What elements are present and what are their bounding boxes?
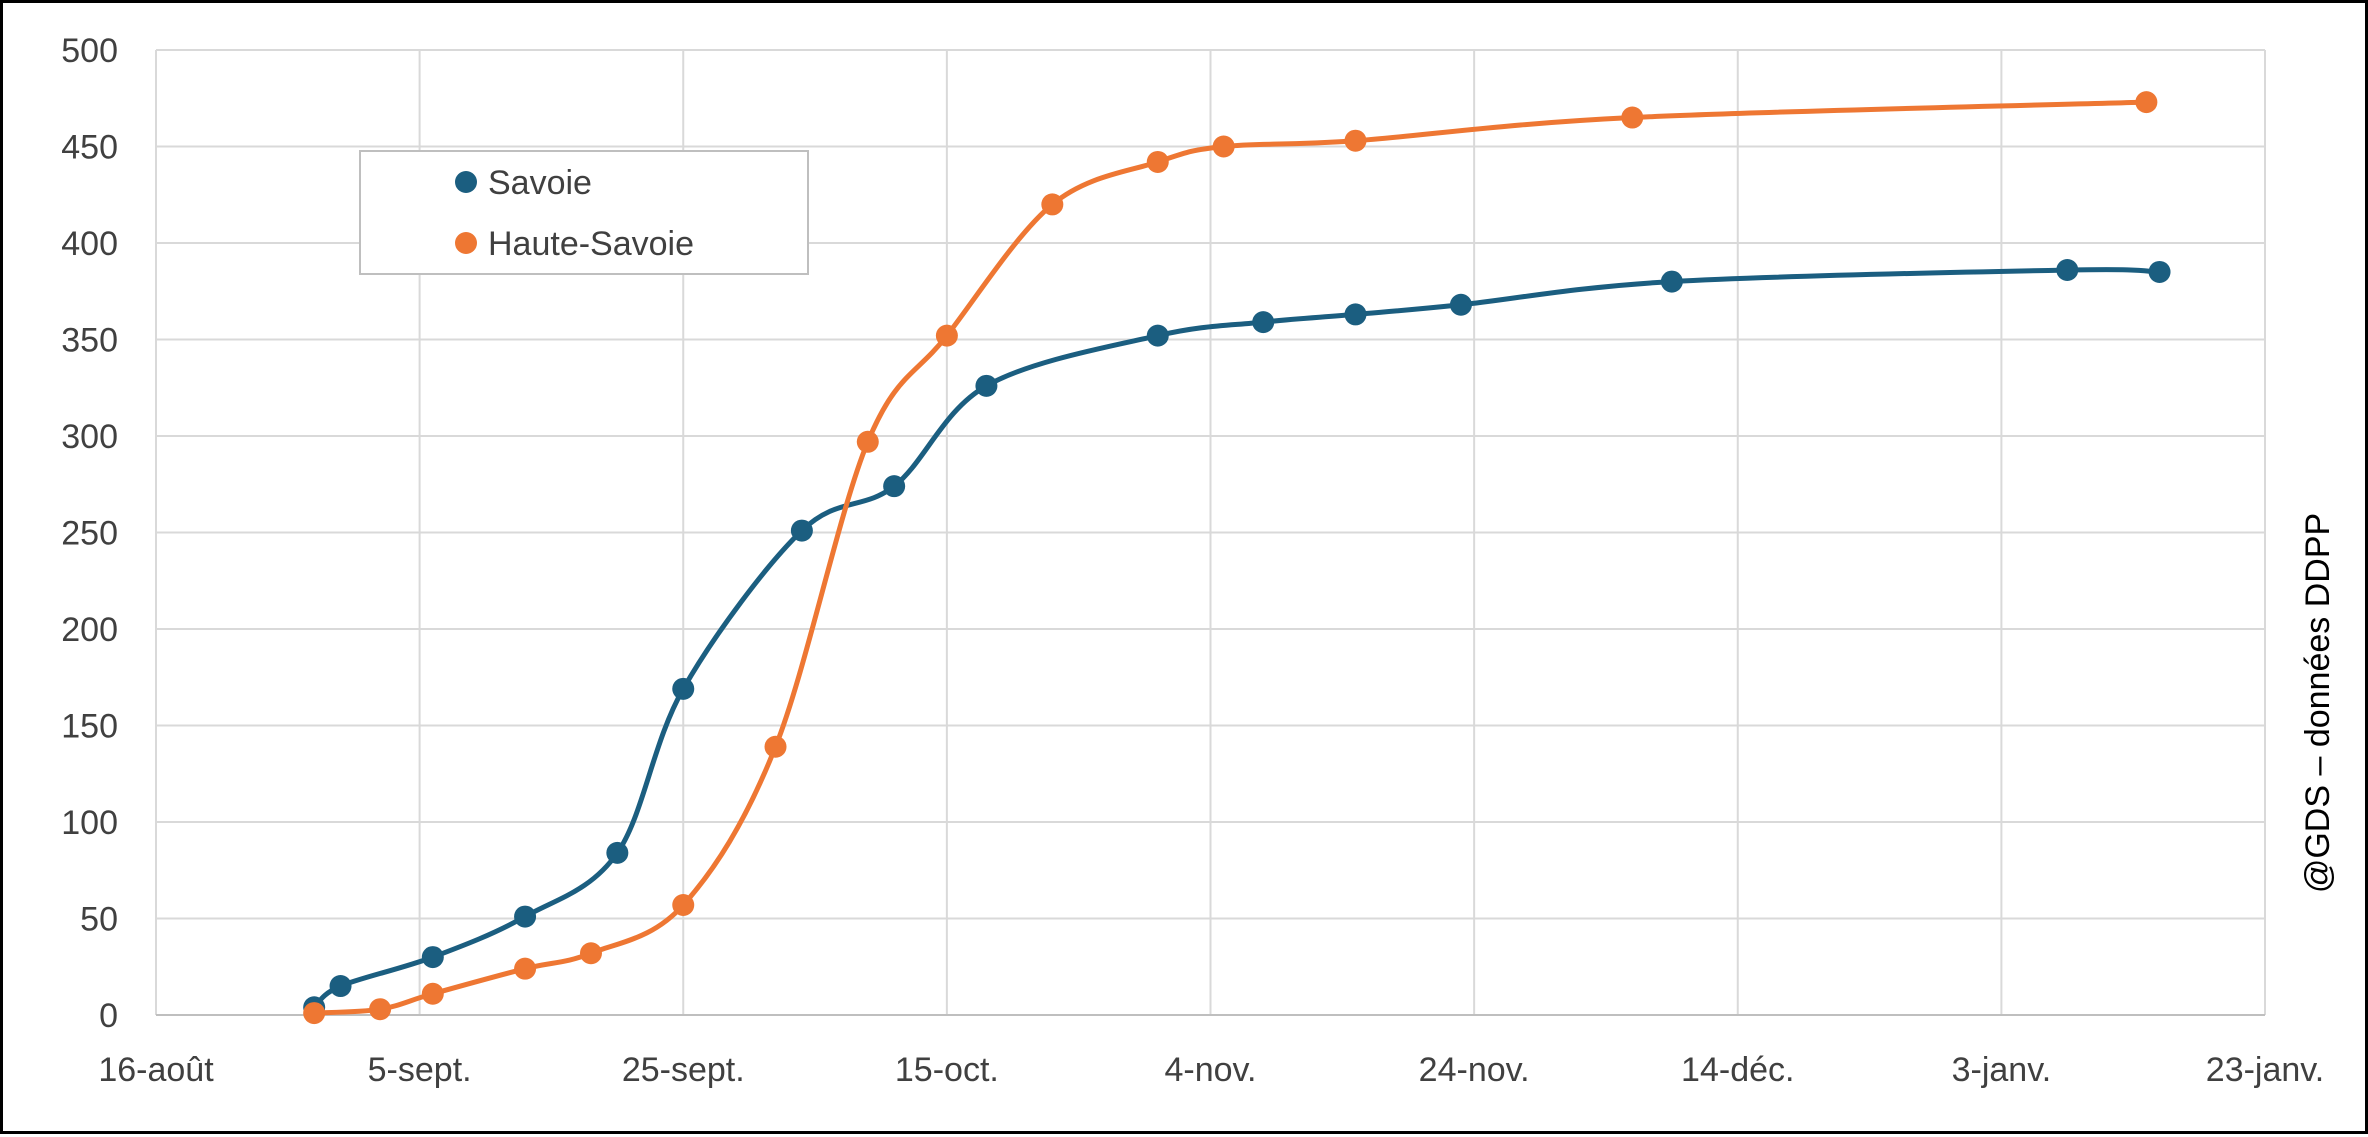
y-tick-label: 250 — [61, 515, 118, 553]
data-point-haute-savoie — [672, 893, 695, 916]
y-tick-label: 100 — [61, 804, 118, 842]
x-tick-label: 14-déc. — [1681, 1051, 1794, 1089]
y-tick-labels: 0 50 100 150 200 250 300 350 400 450 500 — [61, 32, 118, 1035]
data-point-savoie — [606, 841, 629, 864]
data-point-savoie — [2148, 260, 2171, 283]
data-point-haute-savoie — [764, 735, 787, 758]
y-tick-label: 450 — [61, 129, 118, 167]
legend: Savoie Haute-Savoie — [359, 150, 809, 275]
y-tick-label: 150 — [61, 708, 118, 746]
data-point-haute-savoie — [1621, 106, 1644, 129]
credit-label: @GDS – données DDPP — [2299, 513, 2337, 893]
y-tick-label: 200 — [61, 611, 118, 649]
legend-item-haute-savoie: Haute-Savoie — [455, 225, 694, 263]
y-tick-label: 300 — [61, 418, 118, 456]
data-point-haute-savoie — [856, 430, 879, 453]
data-point-haute-savoie — [1146, 150, 1169, 173]
data-point-savoie — [329, 975, 352, 998]
legend-marker-haute-savoie — [455, 232, 477, 254]
data-point-savoie — [672, 677, 695, 700]
data-point-savoie — [1660, 270, 1683, 293]
x-tick-label: 4-nov. — [1165, 1051, 1257, 1089]
data-point-haute-savoie — [421, 982, 444, 1005]
data-point-savoie — [421, 946, 444, 969]
data-point-haute-savoie — [579, 942, 602, 965]
series — [303, 91, 2171, 1025]
series-savoie — [303, 259, 2171, 1019]
data-point-savoie — [1252, 311, 1275, 334]
y-tick-label: 50 — [80, 901, 118, 939]
data-point-haute-savoie — [1212, 135, 1235, 158]
data-point-savoie — [1344, 303, 1367, 326]
data-point-savoie — [883, 475, 906, 498]
x-tick-label: 3-janv. — [1952, 1051, 2052, 1089]
data-point-savoie — [514, 905, 537, 928]
data-point-savoie — [1449, 293, 1472, 316]
data-point-savoie — [1146, 324, 1169, 347]
legend-items: Savoie Haute-Savoie — [455, 164, 694, 263]
data-point-savoie — [2056, 259, 2079, 282]
legend-label-haute-savoie: Haute-Savoie — [488, 225, 694, 263]
legend-box — [359, 150, 809, 275]
series-line-savoie — [311, 267, 2163, 1010]
data-point-haute-savoie — [303, 1002, 326, 1025]
x-tick-label: 23-janv. — [2206, 1051, 2324, 1089]
chart-svg: 0 50 100 150 200 250 300 350 400 450 500 16-août 5-… — [61, 32, 2337, 1089]
data-point-haute-savoie — [1041, 193, 1064, 216]
data-point-haute-savoie — [369, 998, 392, 1021]
y-tick-label: 350 — [61, 322, 118, 360]
data-point-savoie — [975, 374, 998, 397]
legend-label-savoie: Savoie — [488, 164, 592, 202]
y-tick-label: 0 — [99, 997, 118, 1035]
y-tick-label: 500 — [61, 32, 118, 70]
x-tick-label: 16-août — [98, 1051, 214, 1089]
x-tick-label: 5-sept. — [368, 1051, 472, 1089]
legend-marker-savoie — [455, 171, 477, 193]
x-tick-label: 15-oct. — [895, 1051, 999, 1089]
series-haute-savoie — [303, 91, 2158, 1025]
data-point-haute-savoie — [2135, 91, 2158, 114]
data-point-savoie — [790, 519, 813, 542]
legend-item-savoie: Savoie — [455, 164, 592, 202]
x-tick-label: 24-nov. — [1419, 1051, 1530, 1089]
data-point-haute-savoie — [935, 324, 958, 347]
x-tick-labels: 16-août 5-sept. 25-sept. 15-oct. 4-nov. 24-no… — [98, 1051, 2324, 1089]
data-point-haute-savoie — [514, 957, 537, 980]
x-tick-label: 25-sept. — [622, 1051, 745, 1089]
data-point-haute-savoie — [1344, 129, 1367, 152]
y-tick-label: 400 — [61, 225, 118, 263]
